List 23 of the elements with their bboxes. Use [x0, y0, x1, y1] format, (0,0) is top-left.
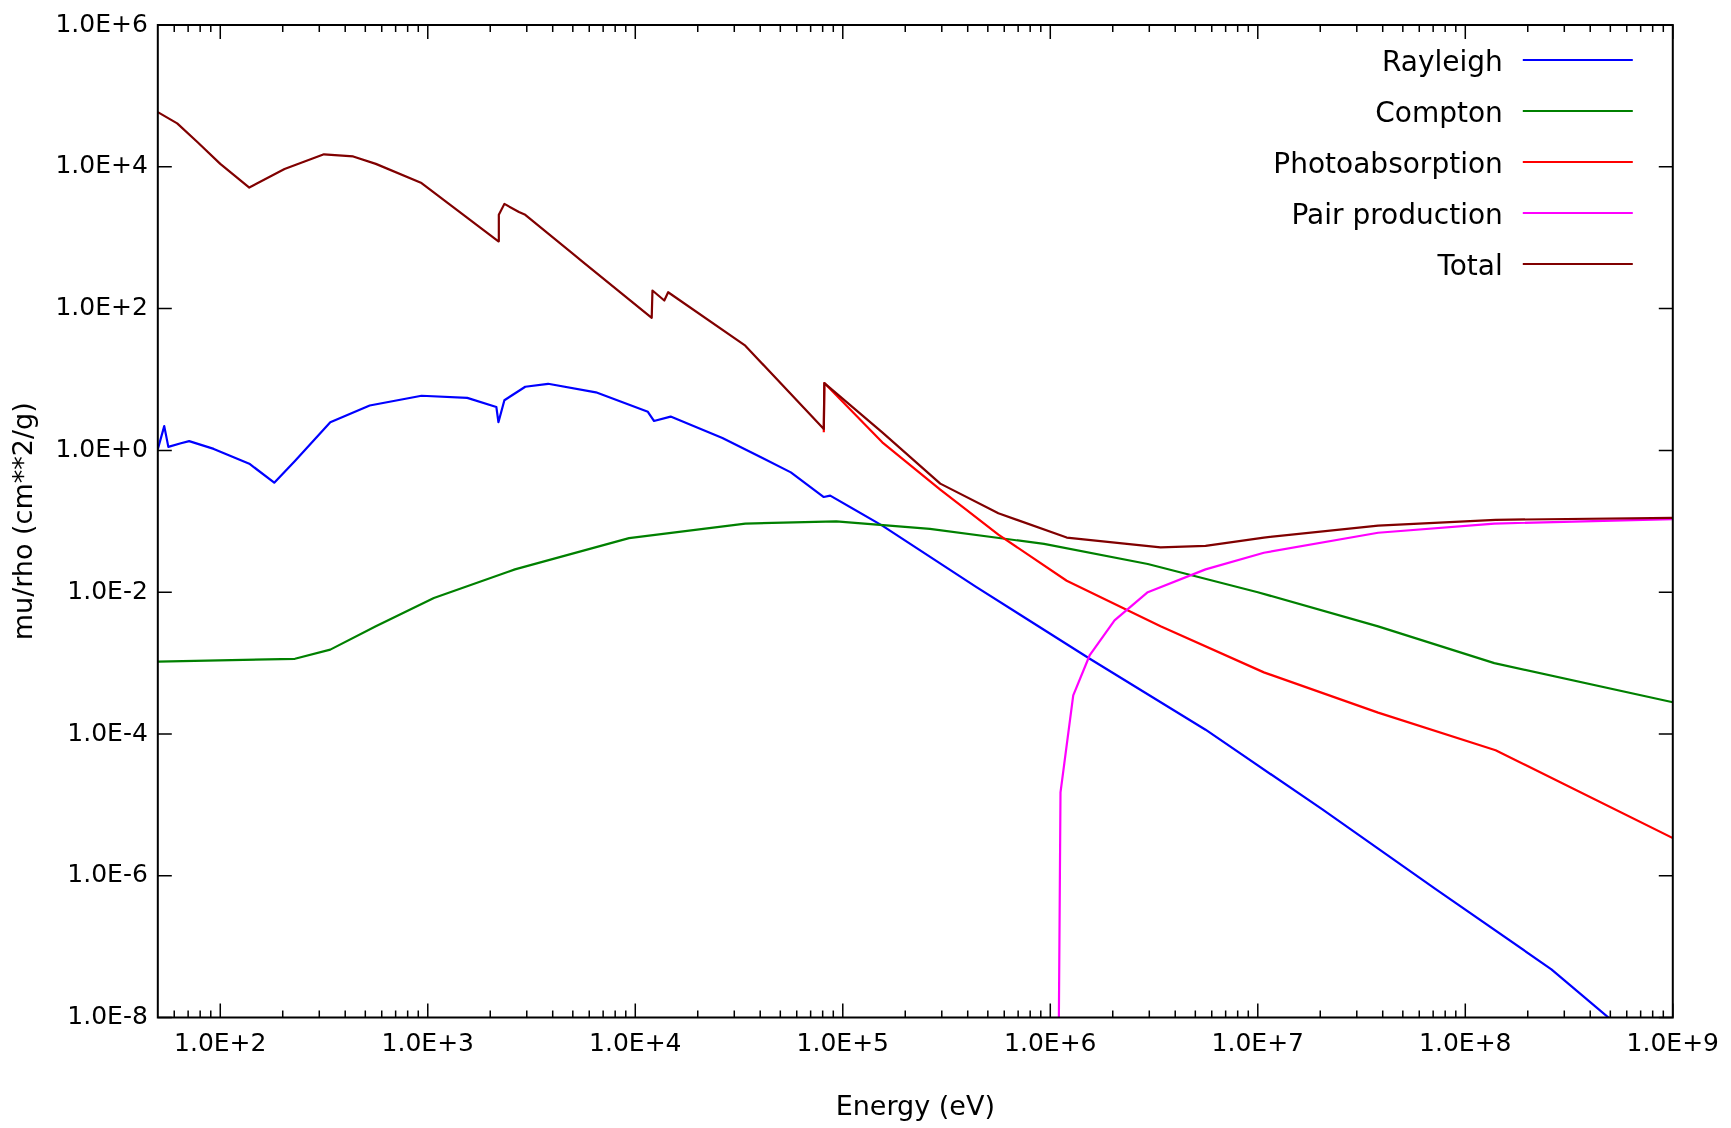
x-tick-label: 1.0E+9	[1626, 1028, 1720, 1058]
x-tick-label: 1.0E+3	[381, 1028, 474, 1058]
y-tick-label: 1.0E+6	[55, 8, 148, 38]
y-tick-label: 1.0E+2	[55, 292, 148, 322]
legend-label: Total	[1436, 249, 1503, 283]
y-tick-label: 1.0E-6	[67, 859, 148, 889]
legend-label: Compton	[1375, 96, 1503, 130]
y-tick-label: 1.0E+0	[55, 433, 148, 463]
x-tick-label: 1.0E+7	[1211, 1028, 1304, 1058]
y-tick-label: 1.0E-4	[67, 717, 148, 747]
x-tick-label: 1.0E+5	[796, 1028, 889, 1058]
y-tick-label: 1.0E+4	[55, 150, 148, 180]
legend-label: Pair production	[1291, 198, 1503, 232]
y-axis-title: mu/rho (cm**2/g)	[7, 402, 39, 641]
legend-label: Rayleigh	[1381, 45, 1503, 79]
x-tick-label: 1.0E+6	[1004, 1028, 1097, 1058]
x-tick-label: 1.0E+4	[589, 1028, 682, 1058]
y-tick-label: 1.0E-2	[67, 575, 148, 605]
x-tick-label: 1.0E+8	[1419, 1028, 1512, 1058]
x-axis-title: Energy (eV)	[835, 1089, 995, 1121]
y-tick-label: 1.0E-8	[67, 1001, 148, 1031]
x-tick-label: 1.0E+2	[174, 1028, 267, 1058]
legend-label: Photoabsorption	[1273, 147, 1503, 181]
